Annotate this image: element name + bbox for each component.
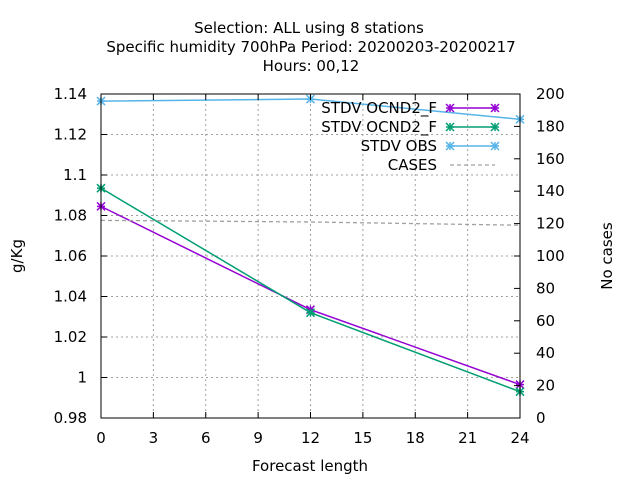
y2-tick-label: 140 <box>536 182 565 200</box>
y2-tick-label: 0 <box>536 409 546 427</box>
legend-marker-1 <box>490 122 500 132</box>
y-tick-label: 1.1 <box>63 166 87 184</box>
y2-tick-label: 160 <box>536 150 565 168</box>
series-1-point <box>305 308 316 318</box>
x-tick-label: 6 <box>201 429 211 447</box>
chart-title-line-1: Selection: ALL using 8 stations <box>194 19 424 37</box>
y-axis-label: g/Kg <box>8 239 26 273</box>
y-tick-label: 0.98 <box>54 409 87 427</box>
y-tick-label: 1 <box>77 369 87 387</box>
y-tick-label: 1.02 <box>54 328 87 346</box>
y-tick-label: 1.08 <box>54 207 87 225</box>
y-tick-label: 1.14 <box>54 85 87 103</box>
x-tick-label: 12 <box>301 429 320 447</box>
y2-tick-label: 40 <box>536 344 555 362</box>
x-tick-label: 18 <box>406 429 425 447</box>
x-tick-label: 3 <box>149 429 159 447</box>
y2-tick-label: 100 <box>536 247 565 265</box>
x-tick-label: 0 <box>96 429 106 447</box>
x-tick-label: 9 <box>253 429 263 447</box>
legend-marker-2 <box>445 141 455 151</box>
x-tick-label: 21 <box>458 429 477 447</box>
legend-label-1: STDV OCND2_F <box>321 118 437 137</box>
y-tick-label: 1.04 <box>54 288 87 306</box>
chart-title-line-3: Hours: 00,12 <box>263 57 360 75</box>
y2-tick-label: 60 <box>536 312 555 330</box>
legend-marker-0 <box>490 103 500 113</box>
y2-tick-label: 120 <box>536 215 565 233</box>
legend-marker-0 <box>445 103 455 113</box>
chart-title-line-2: Specific humidity 700hPa Period: 2020020… <box>106 38 515 56</box>
y2-axis-label: No cases <box>598 222 616 290</box>
x-tick-label: 15 <box>353 429 372 447</box>
ticks: 0 3 6 9 12 15 18 21 24 0.98 1 1.02 1.04 1.06 1.08 1.1 1.… <box>54 85 565 447</box>
x-axis-label: Forecast length <box>252 457 368 475</box>
legend-marker-2 <box>490 141 500 151</box>
legend-label-2: STDV OBS <box>361 137 437 155</box>
y-tick-label: 1.12 <box>54 126 87 144</box>
legend-label-0: STDV OCND2_F <box>321 99 437 118</box>
x-tick-label: 24 <box>510 429 529 447</box>
y2-tick-label: 200 <box>536 85 565 103</box>
y-tick-label: 1.06 <box>54 247 87 265</box>
grid <box>101 94 520 418</box>
y2-tick-label: 180 <box>536 117 565 135</box>
legend-marker-1 <box>445 122 455 132</box>
legend-label-3: CASES <box>388 156 437 174</box>
y2-tick-label: 80 <box>536 279 555 297</box>
y2-tick-label: 20 <box>536 377 555 395</box>
